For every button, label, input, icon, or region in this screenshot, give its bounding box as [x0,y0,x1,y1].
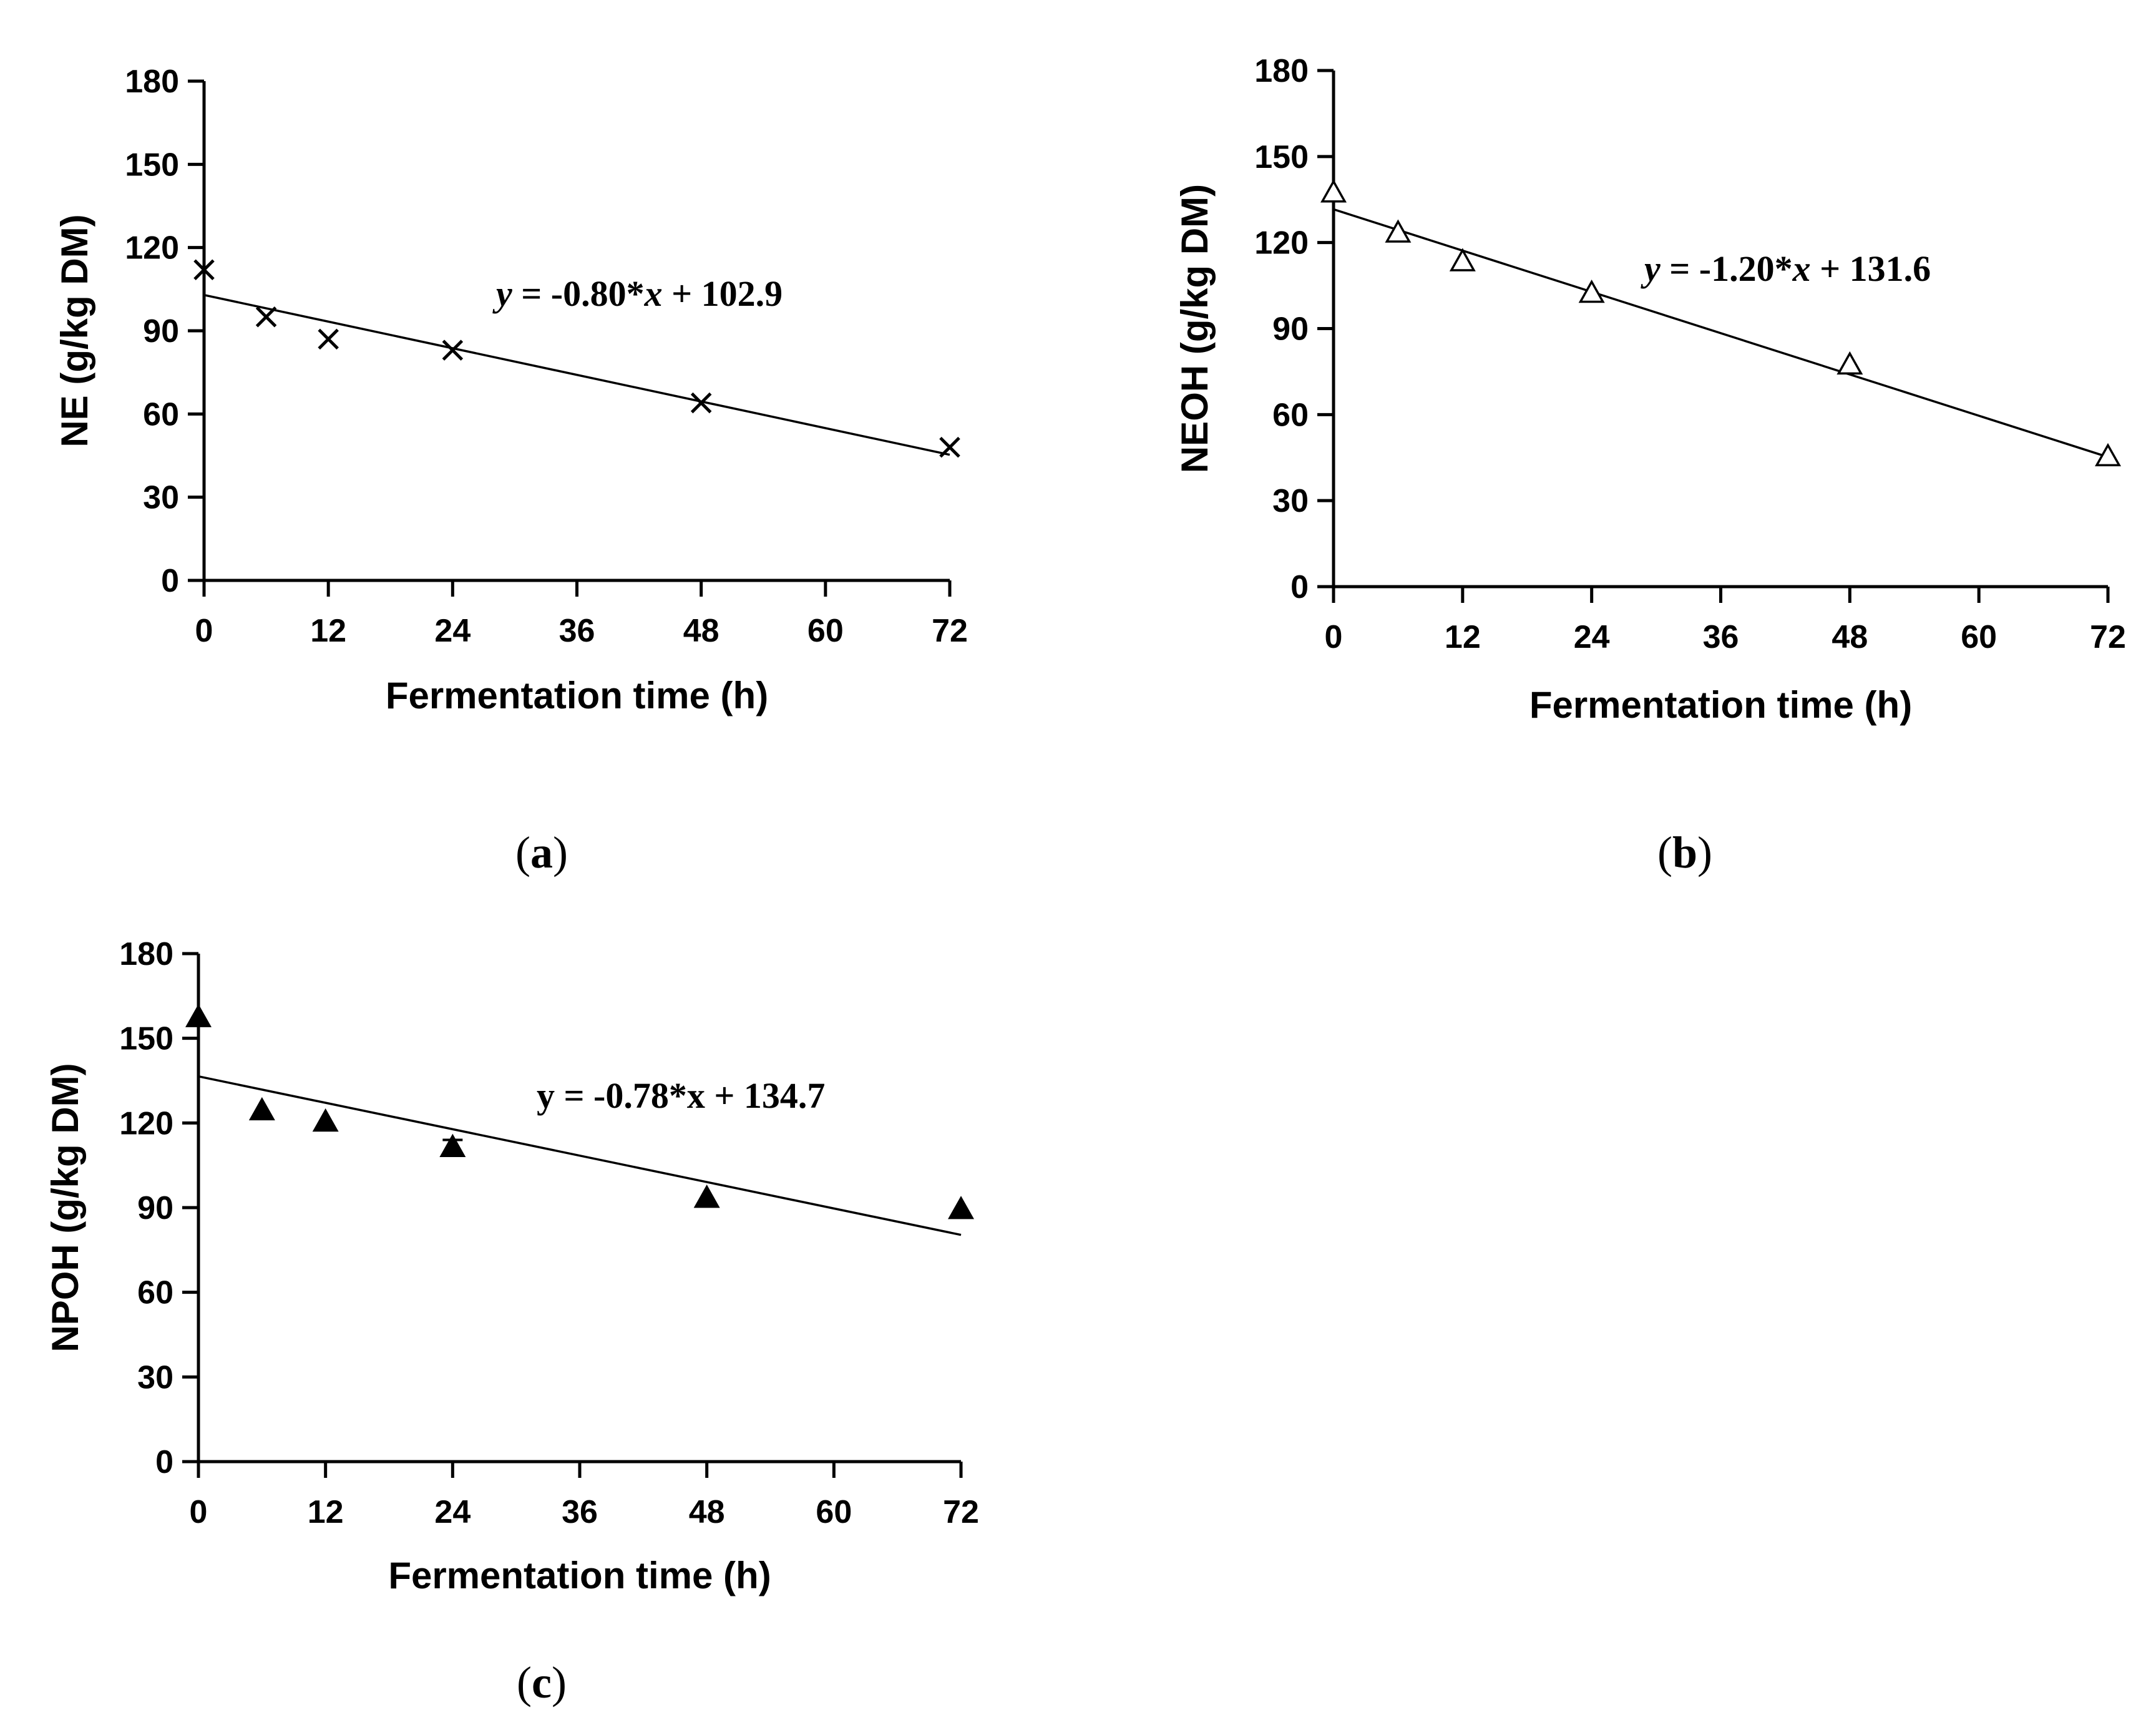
data-point [1449,248,1476,271]
y-tick-label: 30 [143,480,179,516]
panel-label-paren: ) [553,828,568,877]
x-tick-label: 24 [434,613,471,649]
equation-part: x [644,273,663,314]
x-tick-label: 24 [434,1494,471,1530]
data-point [312,1108,339,1132]
regression-line [1333,208,2109,458]
equation-part: y = -0.78*x + 134.7 [537,1075,825,1116]
equation-part: = -1.20* [1661,248,1793,289]
y-tick-label: 30 [137,1359,173,1395]
data-point [690,392,712,414]
x-axis-title: Fermentation time (h) [386,675,768,716]
chart-panel-a: 0 30 60 90 120 150 180 0 12 24 36 48 60 72 Fermentatio… [54,64,968,716]
panel-label-letter: a [530,828,553,877]
data-point [2095,442,2121,467]
data-point [248,1097,275,1121]
panel-label-b: (b) [1657,828,1712,877]
y-tick-label: 90 [1272,311,1309,348]
regression-line [203,293,950,456]
regression-equation: y = -0.78*x + 134.7 [537,1075,825,1116]
data-point [185,1004,212,1027]
data-point [442,340,464,361]
y-axis-title: NE (g/kg DM) [54,214,95,447]
x-tick-label: 0 [1325,619,1343,655]
data-point [255,306,277,328]
x-tick-label: 60 [1961,619,1997,655]
x-tick-label: 12 [310,613,346,649]
y-tick-label: 60 [143,396,179,432]
x-tick-label: 60 [816,1494,852,1530]
data-point [693,1185,720,1208]
equation-part: = -0.80* [512,273,645,314]
x-axis-title: Fermentation time (h) [388,1555,771,1596]
y-tick-label: 180 [1254,53,1309,89]
x-tick-label: 0 [190,1494,208,1530]
x-tick-label: 36 [1703,619,1739,655]
regression-line [198,1075,962,1236]
panel-label-c: (c) [517,1658,567,1708]
panel-label-a: (a) [515,828,568,877]
x-tick-label: 72 [943,1494,979,1530]
x-tick-label: 0 [195,613,213,649]
data-point [439,1133,466,1157]
data-point [948,1196,974,1219]
y-tick-label: 0 [1290,569,1309,605]
x-tick-label: 36 [559,613,595,649]
y-tick-label: 120 [125,230,179,266]
chart-panel-b: 0 30 60 90 120 150 180 0 12 24 36 48 60 72 Fermentatio… [1174,53,2126,726]
y-tick-label: 150 [119,1021,173,1057]
panel-label-paren: ( [517,1658,532,1708]
y-tick-label: 90 [137,1190,173,1226]
data-point [939,436,960,458]
x-tick-label: 12 [1445,619,1481,655]
data-point [318,328,339,350]
y-tick-label: 30 [1272,483,1309,519]
data-point [193,259,215,280]
x-tick-label: 48 [683,613,719,649]
x-tick-label: 72 [2090,619,2126,655]
x-tick-label: 12 [308,1494,344,1530]
equation-part: x [1792,248,1811,289]
equation-part: y [492,273,512,314]
data-point [1578,279,1605,303]
y-tick-label: 120 [1254,225,1309,261]
y-tick-label: 0 [161,563,179,599]
x-tick-label: 36 [562,1494,598,1530]
y-tick-label: 60 [137,1275,173,1311]
data-point [1320,179,1347,203]
equation-part: y [1641,248,1661,289]
x-axis-title: Fermentation time (h) [1529,684,1912,726]
data-point [1385,219,1412,243]
panel-label-letter: c [532,1658,552,1708]
y-tick-label: 120 [119,1105,173,1141]
x-tick-label: 48 [1832,619,1868,655]
panel-label-paren: ( [1657,828,1672,877]
y-tick-label: 60 [1272,397,1309,433]
x-tick-label: 60 [807,613,844,649]
panel-label-paren: ( [515,828,530,877]
chart-panel-c: 0 30 60 90 120 150 180 0 12 24 36 48 60 72 Fermentatio… [44,936,979,1596]
y-tick-label: 90 [143,313,179,349]
panel-label-paren: ) [1697,828,1712,877]
data-point [1837,351,1863,375]
y-axis-title: NEOH (g/kg DM) [1174,184,1216,473]
y-tick-label: 180 [119,936,173,972]
equation-part: + 102.9 [663,273,783,314]
panel-label-paren: ) [552,1658,567,1708]
y-tick-label: 150 [125,147,179,183]
regression-equation: y = -0.80*x + 102.9 [492,273,783,314]
x-tick-label: 72 [932,613,968,649]
y-tick-label: 0 [155,1444,173,1480]
equation-part: + 131.6 [1811,248,1931,289]
regression-equation: y = -1.20*x + 131.6 [1641,248,1931,289]
panel-label-letter: b [1672,828,1697,877]
y-tick-label: 180 [125,64,179,100]
y-tick-label: 150 [1254,139,1309,175]
y-axis-title: NPOH (g/kg DM) [44,1063,86,1352]
x-tick-label: 48 [689,1494,725,1530]
x-tick-label: 24 [1574,619,1610,655]
